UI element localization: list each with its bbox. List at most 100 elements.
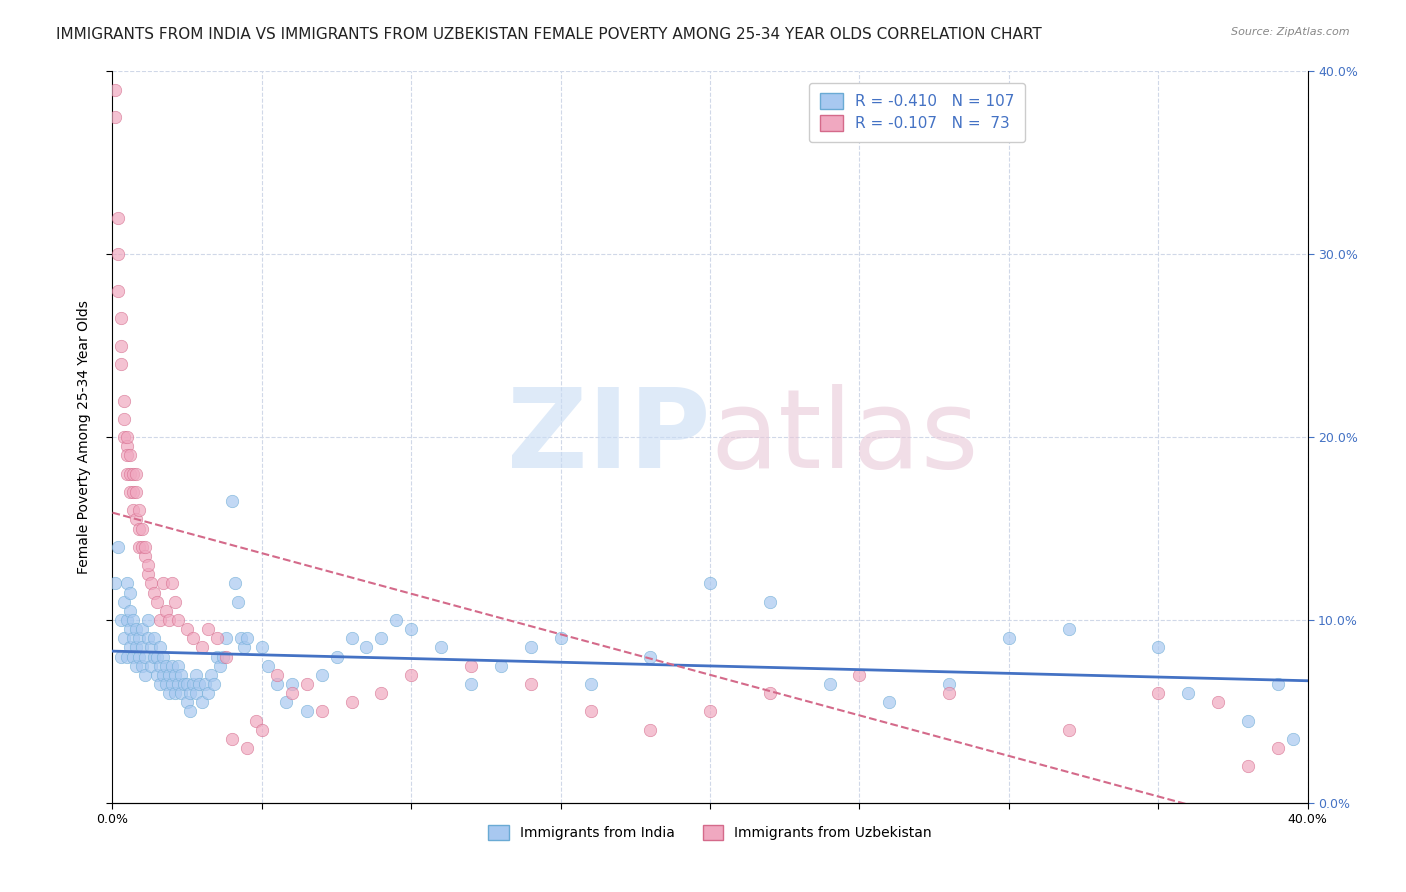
- Point: [138, 613, 160, 627]
- Point: [1237, 759, 1260, 773]
- Point: [1057, 622, 1080, 636]
- Point: [134, 549, 156, 563]
- Legend: Immigrants from India, Immigrants from Uzbekistan: Immigrants from India, Immigrants from U…: [481, 818, 939, 847]
- Point: [146, 594, 169, 608]
- Point: [131, 658, 153, 673]
- Point: [759, 594, 782, 608]
- Point: [325, 649, 347, 664]
- Point: [245, 714, 267, 728]
- Point: [117, 649, 139, 664]
- Point: [173, 677, 195, 691]
- Point: [131, 540, 153, 554]
- Point: [759, 686, 782, 700]
- Point: [104, 576, 127, 591]
- Point: [460, 677, 482, 691]
- Point: [120, 585, 142, 599]
- Point: [170, 667, 193, 681]
- Point: [200, 667, 222, 681]
- Point: [128, 649, 150, 664]
- Point: [401, 622, 423, 636]
- Point: [1281, 731, 1303, 746]
- Point: [550, 632, 572, 646]
- Point: [110, 613, 132, 627]
- Point: [128, 521, 150, 535]
- Point: [250, 723, 273, 737]
- Point: [221, 494, 243, 508]
- Point: [134, 649, 156, 664]
- Point: [186, 667, 208, 681]
- Point: [125, 485, 148, 500]
- Point: [281, 677, 304, 691]
- Point: [205, 632, 228, 646]
- Point: [186, 686, 208, 700]
- Point: [197, 686, 219, 700]
- Point: [114, 430, 135, 444]
- Point: [460, 658, 482, 673]
- Text: IMMIGRANTS FROM INDIA VS IMMIGRANTS FROM UZBEKISTAN FEMALE POVERTY AMONG 25-34 Y: IMMIGRANTS FROM INDIA VS IMMIGRANTS FROM…: [56, 27, 1042, 42]
- Point: [165, 667, 187, 681]
- Point: [122, 485, 145, 500]
- Point: [134, 540, 156, 554]
- Point: [274, 695, 297, 709]
- Point: [146, 667, 169, 681]
- Point: [295, 705, 318, 719]
- Point: [110, 649, 132, 664]
- Point: [122, 503, 145, 517]
- Point: [176, 677, 198, 691]
- Point: [1267, 677, 1289, 691]
- Point: [152, 576, 174, 591]
- Point: [640, 649, 662, 664]
- Point: [125, 512, 148, 526]
- Point: [114, 393, 135, 408]
- Point: [1057, 723, 1080, 737]
- Point: [117, 467, 139, 481]
- Point: [176, 695, 198, 709]
- Point: [162, 677, 183, 691]
- Point: [266, 667, 288, 681]
- Point: [122, 467, 145, 481]
- Text: Source: ZipAtlas.com: Source: ZipAtlas.com: [1232, 27, 1350, 37]
- Point: [640, 723, 662, 737]
- Point: [152, 667, 174, 681]
- Point: [848, 667, 870, 681]
- Point: [520, 640, 543, 655]
- Point: [162, 658, 183, 673]
- Point: [699, 576, 721, 591]
- Point: [157, 686, 180, 700]
- Point: [236, 632, 259, 646]
- Point: [155, 677, 177, 691]
- Point: [122, 649, 145, 664]
- Point: [356, 640, 378, 655]
- Point: [181, 632, 204, 646]
- Point: [128, 540, 150, 554]
- Point: [131, 521, 153, 535]
- Point: [579, 705, 602, 719]
- Point: [157, 667, 180, 681]
- Point: [236, 740, 259, 755]
- Point: [138, 558, 160, 573]
- Point: [401, 667, 423, 681]
- Point: [295, 677, 318, 691]
- Point: [489, 658, 512, 673]
- Point: [114, 632, 135, 646]
- Point: [120, 448, 142, 462]
- Point: [1206, 695, 1229, 709]
- Point: [879, 695, 901, 709]
- Point: [149, 613, 172, 627]
- Point: [125, 622, 148, 636]
- Point: [1267, 740, 1289, 755]
- Point: [165, 686, 187, 700]
- Point: [191, 640, 214, 655]
- Point: [143, 632, 166, 646]
- Point: [122, 613, 145, 627]
- Point: [117, 448, 139, 462]
- Point: [257, 658, 280, 673]
- Point: [311, 667, 333, 681]
- Point: [141, 576, 163, 591]
- Point: [179, 686, 201, 700]
- Point: [176, 622, 198, 636]
- Point: [579, 677, 602, 691]
- Point: [120, 622, 142, 636]
- Point: [233, 640, 256, 655]
- Point: [340, 632, 363, 646]
